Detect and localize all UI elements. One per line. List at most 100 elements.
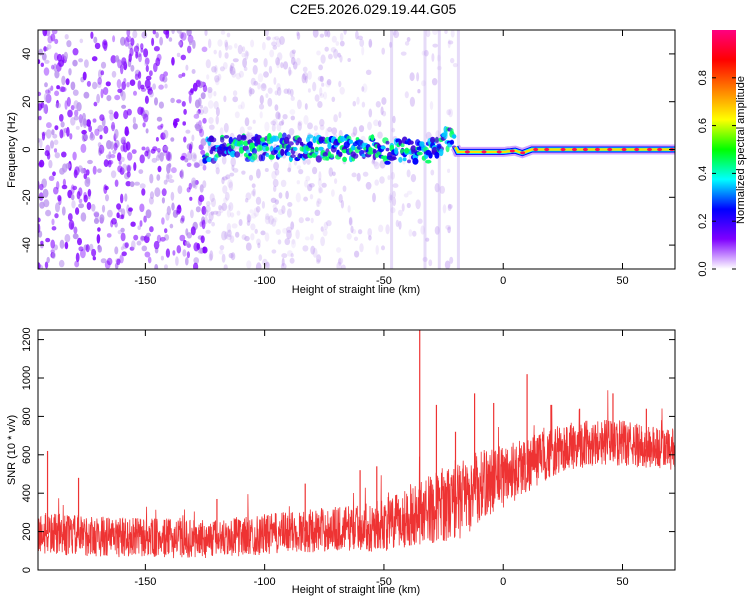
noise-blob [195, 80, 201, 88]
noise-blob [207, 88, 213, 99]
noise-blob [224, 52, 229, 59]
noise-blob [368, 40, 373, 47]
noise-blob [160, 123, 164, 128]
noise-blob [316, 50, 321, 56]
noise-blob [228, 202, 234, 212]
signal-blob [220, 136, 225, 143]
noise-blob [78, 58, 84, 63]
noise-blob [447, 226, 451, 234]
noise-blob [389, 41, 393, 48]
noise-blob [129, 181, 135, 188]
noise-blob [317, 101, 323, 108]
noise-blob [38, 137, 41, 143]
x-tick-label: -50 [376, 576, 392, 588]
noise-blob [202, 117, 207, 124]
noise-blob [317, 75, 324, 82]
noise-blob [58, 196, 62, 206]
noise-blob [137, 106, 144, 116]
noise-blob [325, 128, 329, 139]
noise-blob [244, 117, 250, 127]
signal-blob [292, 146, 298, 152]
noise-blob [70, 117, 76, 126]
noise-blob [423, 49, 429, 57]
noise-blob [43, 92, 50, 103]
noise-blob [404, 91, 409, 99]
noise-blob [230, 157, 236, 167]
noise-blob [291, 239, 296, 249]
noise-blob [355, 30, 359, 40]
noise-blob [227, 179, 233, 189]
noise-blob [122, 163, 128, 172]
noise-blob [287, 167, 292, 173]
noise-blob [152, 30, 156, 35]
noise-blob [397, 209, 403, 217]
noise-blob [94, 212, 99, 222]
noise-blob [371, 159, 376, 165]
noise-blob [393, 30, 400, 39]
noise-blob [80, 167, 85, 174]
noise-blob [110, 170, 117, 179]
noise-blob [74, 166, 80, 176]
noise-blob [61, 206, 66, 216]
noise-blob [431, 53, 435, 62]
noise-blob [247, 126, 253, 131]
noise-blob [248, 86, 252, 97]
noise-blob [153, 240, 160, 250]
noise-blob [208, 211, 214, 221]
noise-blob [281, 253, 288, 259]
noise-blob [230, 252, 236, 261]
noise-blob [180, 169, 184, 180]
noise-blob [256, 168, 261, 179]
noise-blob [320, 226, 324, 232]
noise-blob [319, 33, 325, 38]
noise-blob [365, 69, 372, 76]
noise-blob [196, 243, 201, 250]
noise-blob [54, 213, 59, 219]
colorbar: 0.0 0.2 0.4 0.6 0.8 Normalized spectral ampl… [697, 30, 747, 277]
noise-blob [235, 72, 241, 80]
noise-blob [223, 197, 228, 203]
signal-blob [404, 147, 410, 154]
noise-blob [120, 227, 125, 233]
noise-blob [179, 217, 185, 224]
noise-blob [158, 84, 164, 90]
noise-blob [45, 209, 52, 217]
noise-blob [62, 178, 66, 187]
noise-blob [346, 233, 352, 240]
noise-blob [123, 109, 129, 120]
noise-blob [97, 77, 102, 85]
noise-blob [157, 165, 162, 173]
noise-blob [250, 190, 256, 196]
noise-blob [229, 235, 235, 243]
noise-blob [262, 258, 268, 266]
noise-blob [145, 128, 149, 134]
noise-blob [330, 47, 337, 53]
noise-blob [38, 103, 43, 111]
noise-blob [42, 30, 48, 37]
noise-blob [122, 142, 128, 153]
noise-blob [434, 226, 440, 235]
noise-blob [72, 89, 79, 96]
noise-blob [316, 254, 322, 263]
noise-blob [273, 207, 279, 213]
y-tick-label: 20 [21, 96, 33, 108]
noise-blob [64, 100, 68, 110]
noise-blob [193, 262, 199, 269]
noise-blob [107, 209, 113, 218]
signal-blob [380, 145, 386, 150]
signal-blob [229, 150, 236, 158]
noise-blob [156, 174, 161, 181]
signal-blob [223, 135, 230, 139]
noise-blob [201, 219, 206, 230]
noise-blob [249, 88, 255, 95]
noise-blob [168, 179, 175, 183]
noise-blob [339, 86, 345, 95]
noise-blob [228, 252, 234, 259]
noise-blob [166, 174, 173, 180]
noise-blob [130, 221, 136, 227]
x-tick-label: -100 [254, 576, 276, 588]
noise-blob [165, 151, 171, 161]
signal-blob [268, 154, 275, 160]
noise-blob [50, 140, 54, 149]
noise-blob [317, 198, 322, 204]
